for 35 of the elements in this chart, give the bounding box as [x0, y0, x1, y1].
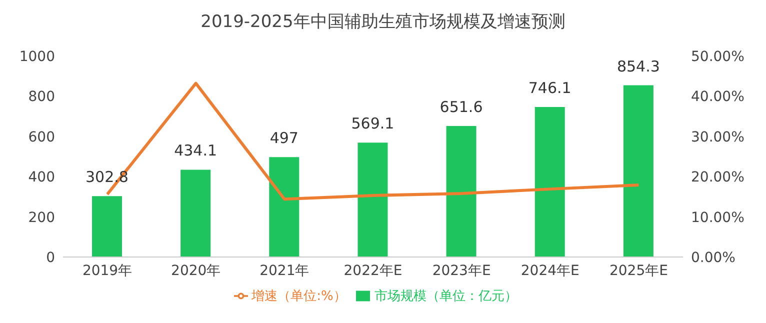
y2-tick-label: 0.00% — [691, 250, 736, 266]
x-tick-label: 2021年 — [260, 262, 310, 279]
x-tick-label: 2023年E — [432, 262, 491, 279]
data-label: 569.1 — [351, 114, 394, 133]
y-tick-label: 600 — [28, 129, 55, 146]
data-label: 497 — [270, 129, 298, 148]
y-tick-label: 0 — [46, 250, 55, 266]
bar — [623, 85, 654, 257]
y2-tick-label: 10.00% — [691, 210, 744, 226]
legend-label: 增速（单位:%） — [252, 289, 346, 304]
data-label: 746.1 — [528, 79, 572, 98]
data-label: 854.3 — [616, 57, 660, 76]
chart-title: 2019-2025年中国辅助生殖市场规模及增速预测 — [200, 11, 566, 34]
y2-tick-label: 30.00% — [691, 129, 744, 146]
y-tick-label: 800 — [28, 89, 55, 106]
x-tick-label: 2024年E — [520, 262, 580, 279]
y-tick-label: 200 — [28, 210, 55, 226]
bar — [92, 196, 122, 257]
bar — [269, 157, 300, 257]
y2-tick-label: 50.00% — [691, 48, 744, 65]
x-tick-label: 2022年E — [344, 262, 402, 279]
y-tick-label: 1000 — [19, 48, 55, 65]
data-label: 434.1 — [174, 142, 218, 160]
x-tick-label: 2020年 — [171, 262, 221, 279]
y-tick-label: 400 — [28, 170, 55, 186]
x-tick-label: 2025年E — [609, 262, 668, 279]
data-label: 651.6 — [440, 98, 483, 116]
bar — [180, 170, 211, 257]
bar — [358, 142, 388, 257]
bar — [534, 107, 565, 257]
bar — [446, 126, 476, 257]
y2-tick-label: 20.00% — [691, 170, 744, 186]
x-tick-label: 2019年 — [82, 262, 132, 279]
legend-label: 市场规模（单位：亿元） — [374, 289, 518, 304]
y2-tick-label: 40.00% — [691, 89, 744, 106]
